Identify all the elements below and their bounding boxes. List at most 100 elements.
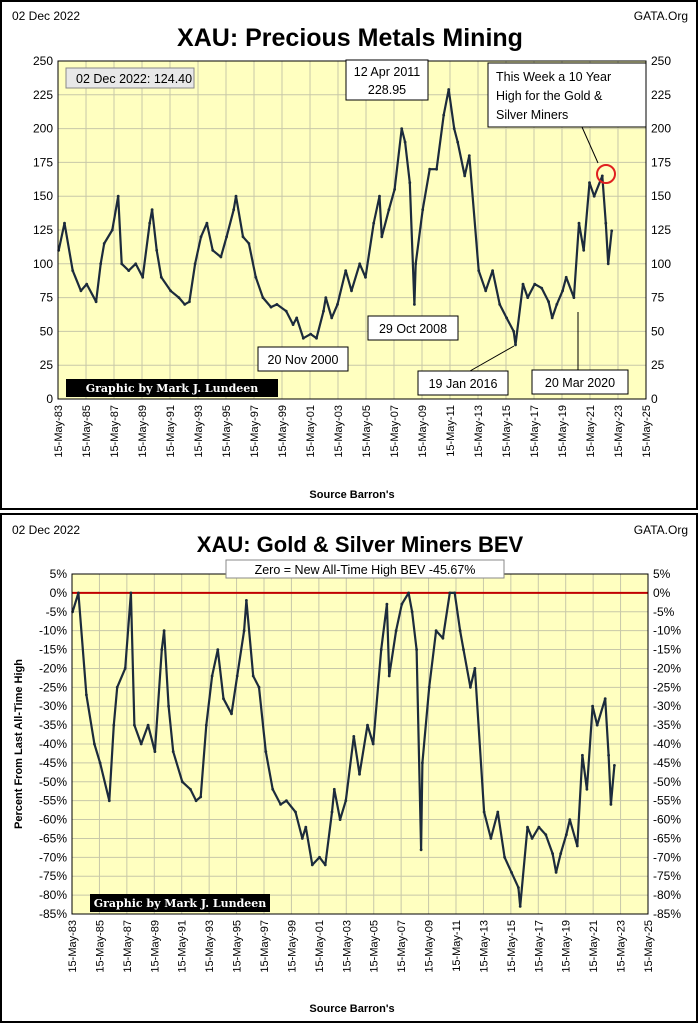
chart-title: XAU: Gold & Silver Miners BEV — [197, 532, 524, 557]
data-point — [107, 799, 111, 803]
data-point — [453, 591, 457, 595]
y-tick-label-right: 200 — [651, 122, 671, 136]
data-point — [230, 712, 233, 716]
data-point — [477, 269, 481, 272]
data-point — [568, 818, 572, 821]
x-tick-label: 15-May-09 — [417, 405, 429, 458]
y-tick-label-right: -60% — [653, 813, 681, 827]
data-point — [85, 693, 88, 697]
data-point — [71, 269, 75, 272]
data-point — [211, 248, 215, 252]
y-tick-label-left: -40% — [39, 737, 67, 751]
data-point — [94, 300, 98, 304]
x-tick-label: 15-May-85 — [81, 405, 93, 458]
svg-text:20 Mar 2020: 20 Mar 2020 — [545, 376, 615, 390]
x-tick-label: 15-May-91 — [165, 405, 177, 458]
data-point — [400, 602, 404, 606]
data-point — [129, 591, 133, 595]
data-point — [473, 667, 477, 670]
x-tick-label: 15-May-87 — [122, 920, 134, 973]
data-point — [146, 723, 150, 727]
source-label: GATA.Org — [634, 9, 688, 23]
data-point — [603, 697, 607, 701]
data-point — [517, 886, 520, 889]
data-point — [484, 289, 488, 293]
x-tick-label: 15-May-23 — [616, 920, 628, 973]
x-tick-label: 15-May-03 — [341, 920, 353, 973]
data-point — [554, 871, 558, 874]
data-point — [448, 591, 452, 595]
credit-banner: Graphic by Mark J. Lundeen — [90, 894, 270, 912]
data-point — [194, 799, 198, 803]
data-point — [514, 343, 517, 347]
source-label: GATA.Org — [634, 523, 688, 537]
data-point — [193, 262, 197, 266]
data-point — [251, 674, 255, 678]
x-tick-label: 15-May-85 — [94, 920, 106, 973]
y-tick-label-right: 0 — [651, 392, 658, 406]
y-tick-label-right: 75 — [651, 291, 665, 305]
y-tick-label-right: -30% — [653, 699, 681, 713]
data-point — [555, 303, 559, 306]
svg-text:29 Oct 2008: 29 Oct 2008 — [379, 322, 447, 336]
data-point — [537, 825, 541, 829]
low-2016-callout: 19 Jan 2016 — [417, 345, 515, 396]
y-tick-label-left: -5% — [46, 605, 68, 619]
y-tick-label-right: -85% — [653, 907, 681, 921]
data-point — [364, 275, 367, 279]
zero-note: Zero = New All-Time High BEV -45.67% — [225, 559, 505, 579]
data-point — [324, 296, 328, 299]
xau-bev-chart: 02 Dec 2022 GATA.Org XAU: Gold & Silver … — [0, 513, 698, 1023]
low-2008-callout: 29 Oct 2008 — [367, 315, 459, 341]
data-point — [155, 248, 159, 252]
y-tick-label-left: -55% — [39, 794, 67, 808]
svg-text:Zero = New All-Time High BEV -: Zero = New All-Time High BEV -45.67% — [255, 563, 476, 577]
data-point — [380, 235, 384, 239]
x-axis-label: Source Barron's — [309, 489, 394, 501]
x-tick-label: 15-May-89 — [149, 920, 161, 973]
data-point — [591, 704, 594, 708]
y-tick-label-left: -45% — [39, 756, 67, 770]
data-point — [291, 323, 295, 326]
data-point — [482, 810, 486, 814]
y-tick-label-left: -60% — [39, 813, 67, 827]
data-point — [167, 704, 171, 708]
x-tick-label: 15-May-91 — [177, 920, 189, 973]
data-point — [310, 863, 314, 867]
data-point — [134, 262, 138, 266]
data-point — [199, 235, 203, 239]
data-point — [551, 852, 554, 855]
data-point — [304, 825, 308, 829]
y-tick-label-right: -70% — [653, 850, 681, 864]
y-tick-label-left: 100 — [33, 257, 53, 271]
y-tick-label-right: 100 — [651, 257, 671, 271]
data-point — [344, 269, 348, 272]
y-tick-label-left: -50% — [39, 775, 67, 789]
data-point — [489, 837, 493, 840]
y-tick-label-left: 225 — [33, 88, 53, 102]
y-tick-label-right: 25 — [651, 358, 665, 372]
data-point — [378, 194, 381, 198]
data-point — [609, 803, 613, 806]
y-tick-label-right: -40% — [653, 737, 681, 751]
data-point — [141, 275, 145, 279]
data-point — [245, 599, 248, 602]
y-tick-label-left: 125 — [33, 223, 53, 237]
data-point — [279, 803, 282, 806]
y-tick-label-left: 0% — [50, 586, 68, 600]
data-point — [518, 905, 522, 908]
data-point — [139, 742, 143, 746]
data-point — [462, 648, 465, 651]
x-tick-label: 15-May-83 — [67, 920, 79, 973]
data-point — [127, 269, 131, 272]
y-tick-label-right: -80% — [653, 888, 681, 902]
data-point — [427, 685, 431, 689]
data-point — [414, 262, 418, 266]
data-point — [159, 275, 163, 279]
data-point — [387, 208, 391, 212]
credit-banner: Graphic by Mark J. Lundeen — [66, 379, 278, 397]
x-tick-label: 15-May-07 — [396, 920, 408, 973]
y-tick-label-left: 5% — [50, 567, 68, 581]
x-tick-label: 15-May-11 — [451, 920, 463, 972]
x-tick-label: 15-May-17 — [529, 405, 541, 458]
